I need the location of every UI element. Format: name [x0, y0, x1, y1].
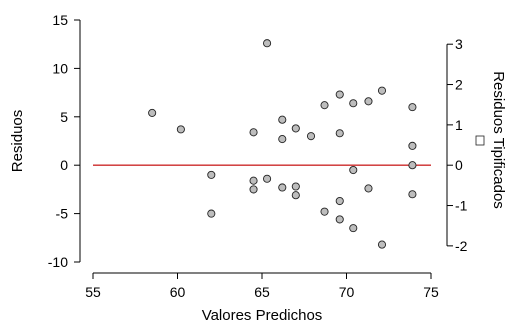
data-point — [349, 99, 358, 108]
data-point — [263, 39, 272, 48]
data-point — [306, 132, 316, 141]
y2-axis-title: Residuos Tipificados — [490, 71, 507, 209]
y-tick-label: -5 — [56, 206, 69, 222]
y-tick-label: 15 — [52, 12, 68, 28]
data-point — [335, 90, 344, 99]
data-point — [364, 97, 373, 106]
x-tick-label: 70 — [339, 284, 355, 300]
data-point — [377, 240, 387, 249]
y2-tick-label: 0 — [455, 157, 463, 173]
y2-tick-label: 2 — [455, 77, 463, 93]
data-point — [320, 207, 329, 216]
data-point — [349, 165, 358, 175]
data-point — [335, 196, 344, 206]
data-point — [335, 215, 344, 224]
data-point — [249, 176, 258, 185]
data-point — [249, 128, 258, 137]
data-point — [408, 190, 417, 199]
data-point — [278, 183, 287, 192]
data-point — [263, 174, 272, 183]
y-tick-label: 5 — [60, 109, 68, 125]
data-point — [176, 125, 185, 134]
data-point — [349, 224, 358, 233]
data-point — [364, 184, 373, 193]
data-point — [278, 135, 287, 144]
missing-glyph-box — [475, 135, 485, 146]
data-point — [291, 124, 300, 133]
data-point — [291, 191, 300, 200]
y2-tick-label: -2 — [455, 238, 468, 254]
x-tick-label: 55 — [85, 284, 101, 300]
data-point — [278, 115, 287, 124]
data-point — [249, 185, 258, 194]
x-tick-label: 75 — [423, 284, 439, 300]
data-point — [207, 170, 216, 179]
y2-tick-label: -1 — [455, 198, 468, 214]
data-point — [408, 103, 417, 112]
data-point — [320, 101, 329, 110]
data-point — [291, 182, 300, 191]
y-tick-label: 0 — [60, 157, 68, 173]
y2-tick-label: 1 — [455, 117, 463, 133]
y2-tick-label: 3 — [455, 36, 463, 52]
data-point — [207, 209, 216, 218]
data-point — [408, 141, 417, 150]
data-point — [335, 129, 344, 138]
y-tick-label: 10 — [52, 60, 68, 76]
data-point — [377, 86, 387, 95]
y-tick-label: -10 — [48, 254, 68, 270]
x-axis-title: Valores Predichos — [202, 307, 323, 324]
x-tick-label: 65 — [254, 284, 270, 300]
data-point — [148, 108, 157, 117]
data-points — [148, 39, 417, 249]
y-axis-title: Residuos — [9, 110, 26, 173]
x-tick-label: 60 — [170, 284, 186, 300]
axes — [79, 20, 448, 274]
data-point — [408, 161, 417, 170]
